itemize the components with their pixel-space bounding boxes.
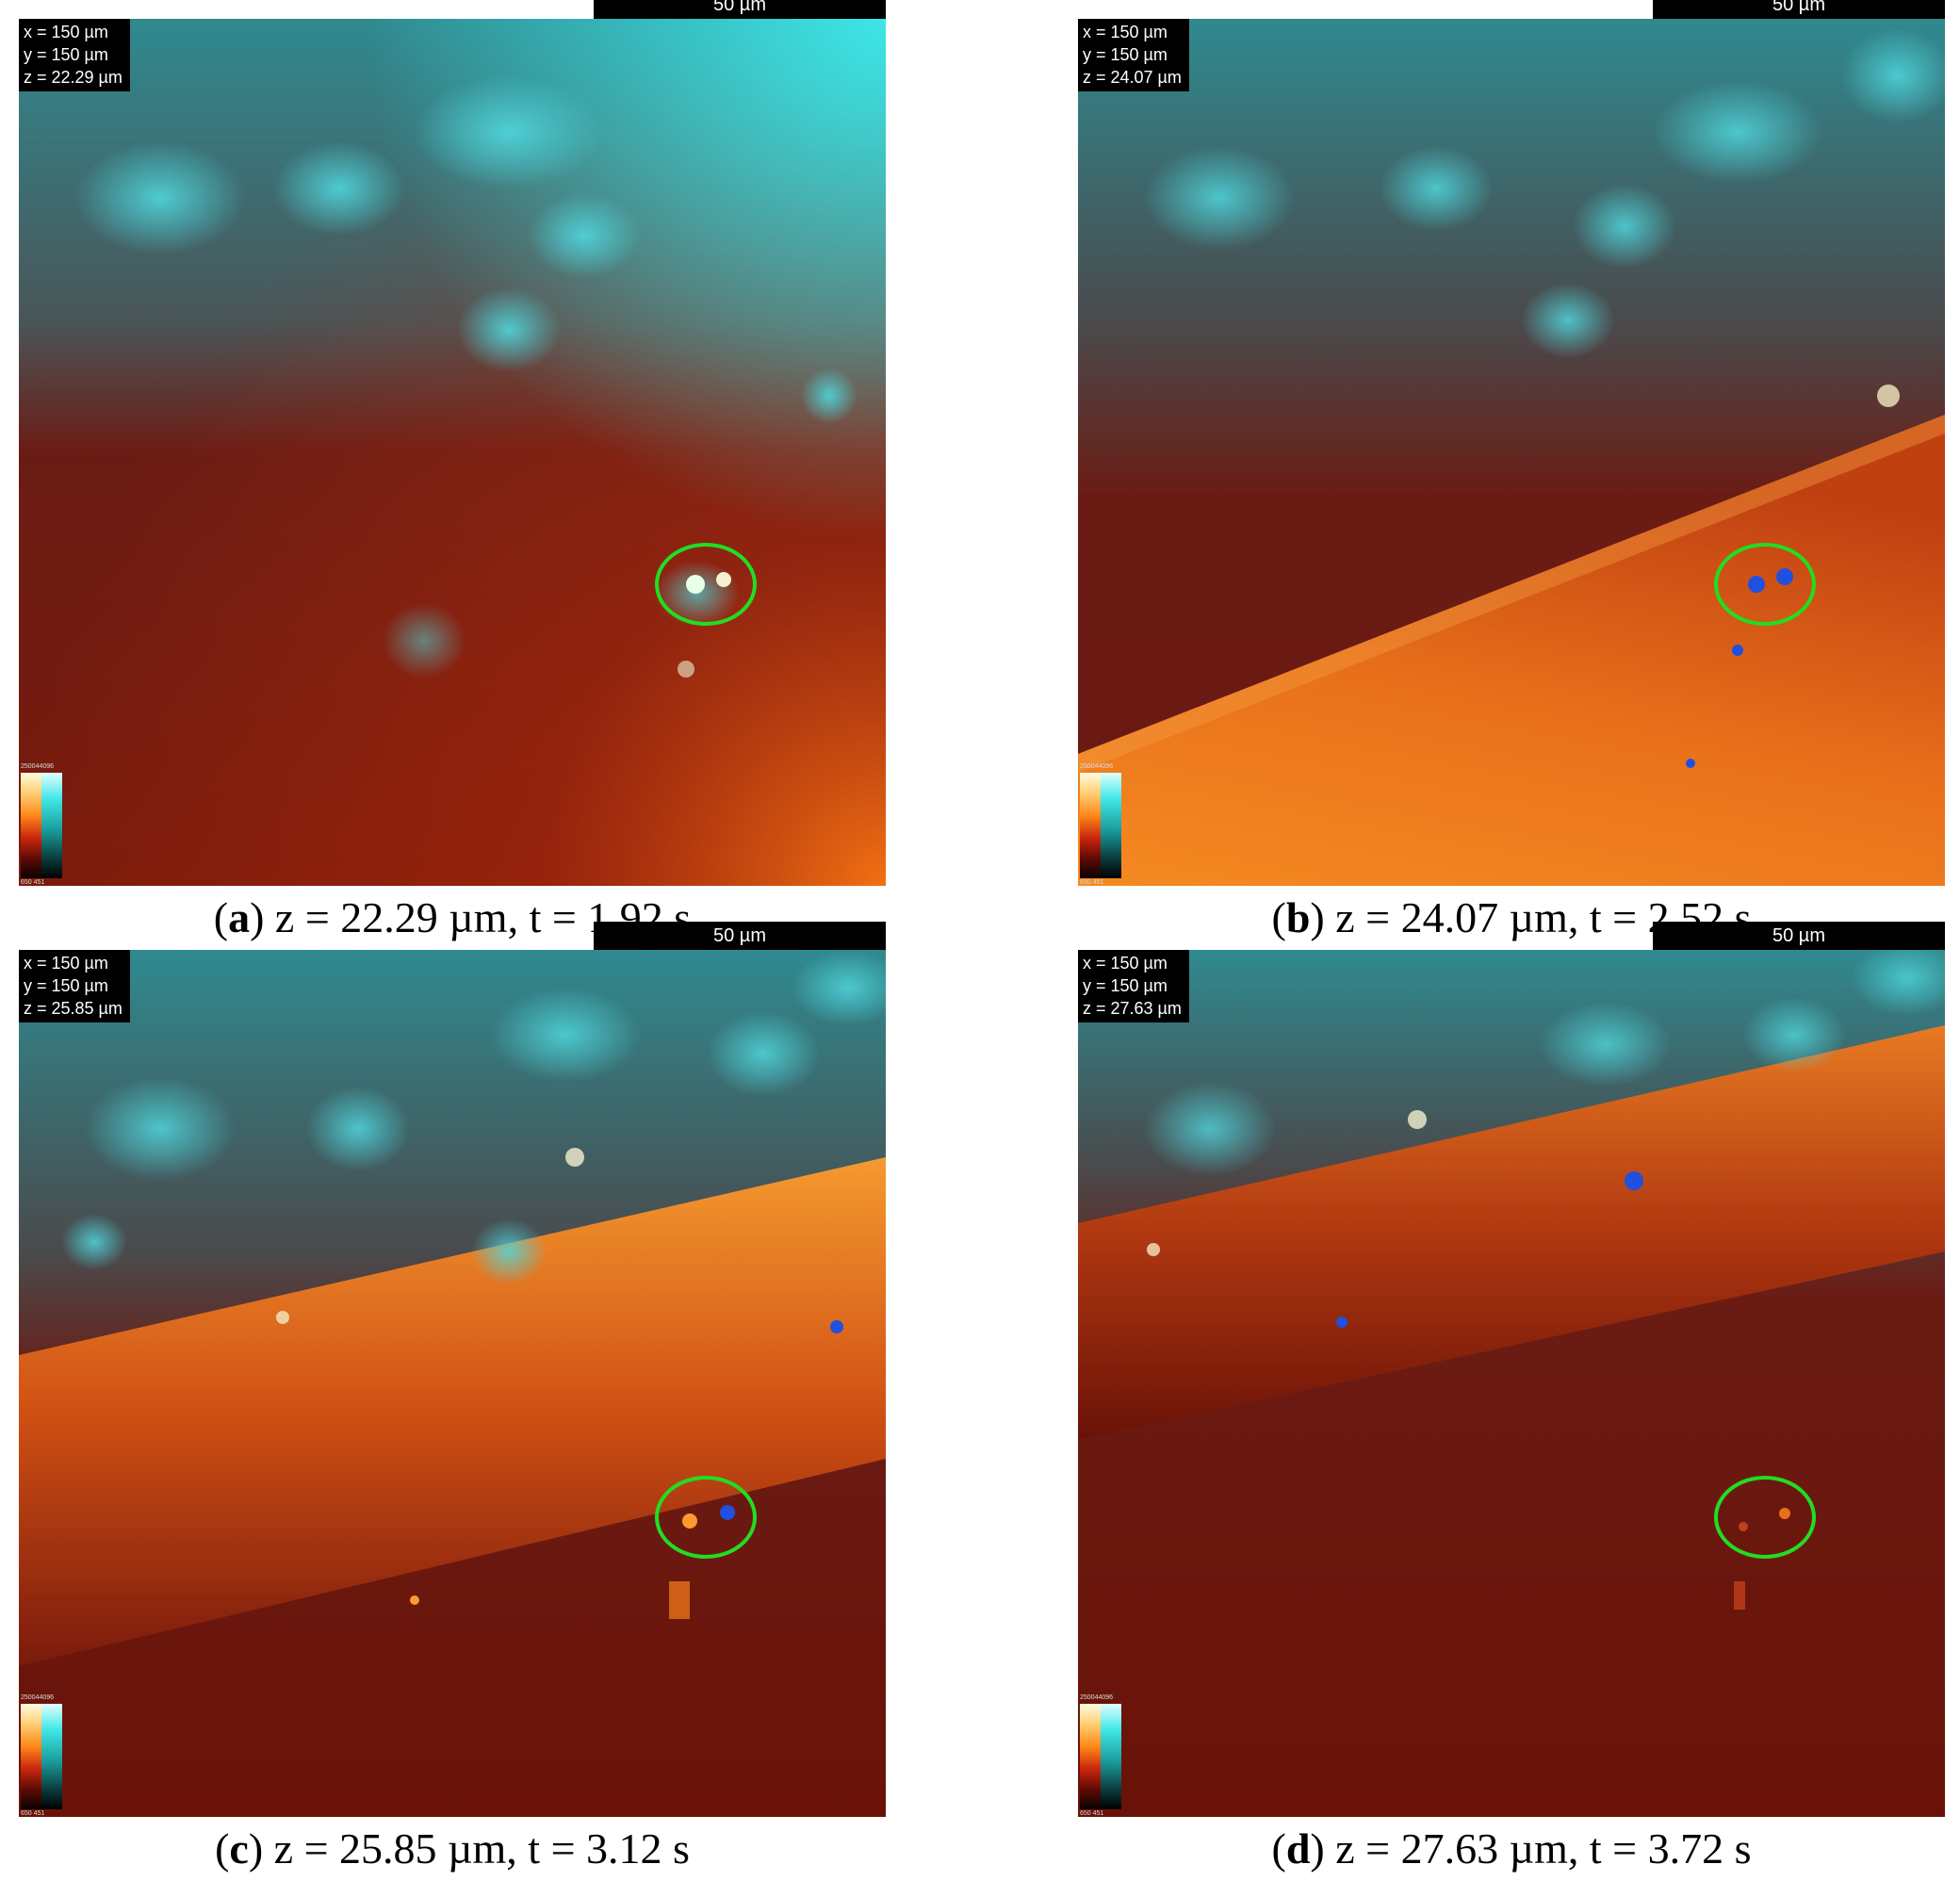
x-readout: x = 150 µm <box>1083 954 1168 973</box>
colorbar-hot <box>21 773 41 878</box>
colorbar-max: 250044096 <box>21 763 55 770</box>
roi-circle <box>1714 543 1816 626</box>
colorbar-min: 650 451 <box>21 1810 45 1817</box>
colorbar: 250044096 650 451 <box>21 1694 62 1817</box>
colorbar-hot <box>1080 1704 1101 1809</box>
z-readout: z = 25.85 µm <box>24 999 122 1018</box>
colorbar: 250044096 650 451 <box>21 763 62 886</box>
scale-bar: 50 µm <box>1653 922 1945 950</box>
panel-letter: c <box>229 1824 249 1872</box>
microscopy-image-c <box>19 950 886 1817</box>
scale-bar: 50 µm <box>594 922 886 950</box>
roi-circle <box>1714 1476 1816 1559</box>
panel-letter: a <box>228 893 251 941</box>
microscopy-image-b <box>1078 19 1945 886</box>
z-readout: z = 24.07 µm <box>1083 68 1182 87</box>
scale-bar: 50 µm <box>594 0 886 19</box>
y-readout: y = 150 µm <box>24 45 108 64</box>
colorbar-cyan <box>41 773 62 878</box>
panel-letter: b <box>1285 893 1311 941</box>
coordinate-readout: x = 150 µm y = 150 µm z = 25.85 µm <box>19 950 130 1022</box>
z-readout: z = 27.63 µm <box>1083 999 1182 1018</box>
colorbar-min: 650 451 <box>1080 1810 1104 1817</box>
roi-circle <box>655 543 757 626</box>
colorbar-max: 250044096 <box>1080 763 1114 770</box>
caption-text: ) z = 27.63 µm, t = 3.72 s <box>1310 1824 1752 1872</box>
colorbar-cyan <box>1101 773 1121 878</box>
colorbar-cyan <box>1101 1704 1121 1809</box>
x-readout: x = 150 µm <box>24 954 108 973</box>
y-readout: y = 150 µm <box>1083 976 1168 995</box>
coordinate-readout: x = 150 µm y = 150 µm z = 24.07 µm <box>1078 19 1189 91</box>
panel-caption: (c) z = 25.85 µm, t = 3.12 s <box>215 1824 690 1872</box>
colorbar-max: 250044096 <box>21 1694 55 1701</box>
z-readout: z = 22.29 µm <box>24 68 122 87</box>
caption-text: ) z = 25.85 µm, t = 3.12 s <box>248 1824 690 1872</box>
colorbar-min: 650 451 <box>21 879 45 886</box>
microscopy-image-d <box>1078 950 1945 1817</box>
x-readout: x = 150 µm <box>24 23 108 41</box>
roi-circle <box>655 1476 757 1559</box>
colorbar-hot <box>21 1704 41 1809</box>
microscopy-image-a <box>19 19 886 886</box>
colorbar-cyan <box>41 1704 62 1809</box>
panel-caption: (d) z = 27.63 µm, t = 3.72 s <box>1271 1824 1752 1872</box>
y-readout: y = 150 µm <box>24 976 108 995</box>
colorbar: 250044096 650 451 <box>1080 763 1121 886</box>
coordinate-readout: x = 150 µm y = 150 µm z = 27.63 µm <box>1078 950 1189 1022</box>
x-readout: x = 150 µm <box>1083 23 1168 41</box>
panel-caption: (a) z = 22.29 µm, t = 1.92 s <box>213 893 692 941</box>
colorbar-max: 250044096 <box>1080 1694 1114 1701</box>
scale-bar: 50 µm <box>1653 0 1945 19</box>
colorbar: 250044096 650 451 <box>1080 1694 1121 1817</box>
colorbar-hot <box>1080 773 1101 878</box>
y-readout: y = 150 µm <box>1083 45 1168 64</box>
coordinate-readout: x = 150 µm y = 150 µm z = 22.29 µm <box>19 19 130 91</box>
panel-letter: d <box>1285 1824 1311 1872</box>
colorbar-min: 650 451 <box>1080 879 1104 886</box>
